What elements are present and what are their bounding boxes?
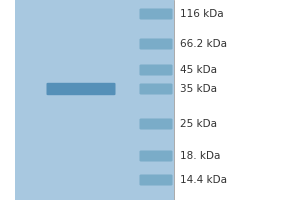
Text: 18. kDa: 18. kDa [180, 151, 220, 161]
Text: 45 kDa: 45 kDa [180, 65, 217, 75]
FancyBboxPatch shape [140, 118, 172, 130]
FancyBboxPatch shape [140, 64, 172, 75]
FancyBboxPatch shape [15, 0, 174, 200]
Text: 66.2 kDa: 66.2 kDa [180, 39, 227, 49]
Text: 116 kDa: 116 kDa [180, 9, 224, 19]
FancyBboxPatch shape [140, 8, 172, 19]
Text: 35 kDa: 35 kDa [180, 84, 217, 94]
Text: 14.4 kDa: 14.4 kDa [180, 175, 227, 185]
FancyBboxPatch shape [140, 38, 172, 49]
Text: 25 kDa: 25 kDa [180, 119, 217, 129]
FancyBboxPatch shape [140, 150, 172, 162]
FancyBboxPatch shape [140, 174, 172, 186]
FancyBboxPatch shape [46, 83, 116, 95]
FancyBboxPatch shape [140, 83, 172, 94]
